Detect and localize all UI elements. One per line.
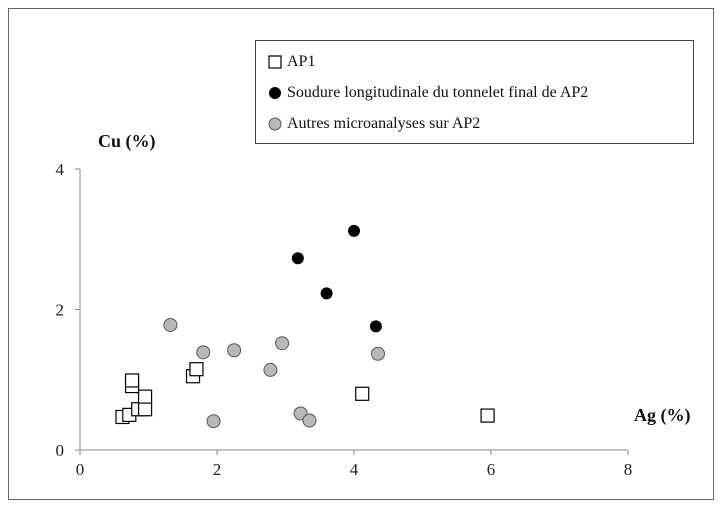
point-autres [227, 343, 242, 358]
point-autres [196, 345, 211, 360]
y-axis-title: Cu (%) [98, 131, 156, 151]
x-tick-label: 6 [487, 460, 496, 479]
point-soudure [291, 252, 304, 265]
x-tick-label: 0 [76, 460, 85, 479]
point-ap1 [189, 362, 204, 377]
point-autres [302, 413, 317, 428]
legend-label-autres: Autres microanalyses sur AP2 [287, 115, 481, 132]
y-tick-label: 0 [56, 441, 65, 460]
y-tick-label: 2 [56, 301, 65, 320]
point-ap1 [355, 386, 370, 401]
point-autres [163, 317, 178, 332]
point-autres [263, 362, 278, 377]
open-square-icon [268, 55, 282, 69]
legend-label-ap1: AP1 [287, 53, 316, 70]
chart-legend: AP1 Soudure longitudinale du tonnelet fi… [255, 40, 694, 144]
data-points [115, 224, 495, 429]
point-autres [370, 346, 385, 361]
point-ap1 [137, 402, 153, 417]
legend-item-ap1: AP1 [268, 51, 315, 73]
axis-ticks: 0 2 4 6 8 0 2 4 [56, 160, 633, 479]
point-autres [206, 414, 221, 429]
x-tick-label: 4 [350, 460, 359, 479]
x-axis-title: Ag (%) [634, 405, 691, 425]
legend-label-soudure: Soudure longitudinale du tonnelet final … [287, 84, 589, 101]
point-ap1 [137, 389, 153, 404]
point-soudure [348, 224, 360, 237]
legend-item-soudure: Soudure longitudinale du tonnelet final … [268, 82, 588, 104]
point-ap1 [480, 408, 495, 423]
point-autres [275, 336, 290, 351]
point-ap1 [124, 373, 140, 388]
point-soudure [369, 320, 382, 333]
y-tick-label: 4 [56, 160, 65, 179]
filled-circle-icon [269, 87, 281, 99]
grey-circle-icon [268, 117, 282, 131]
x-tick-label: 8 [624, 460, 633, 479]
point-soudure [320, 287, 333, 300]
legend-item-autres: Autres microanalyses sur AP2 [268, 113, 480, 135]
x-tick-label: 2 [213, 460, 222, 479]
